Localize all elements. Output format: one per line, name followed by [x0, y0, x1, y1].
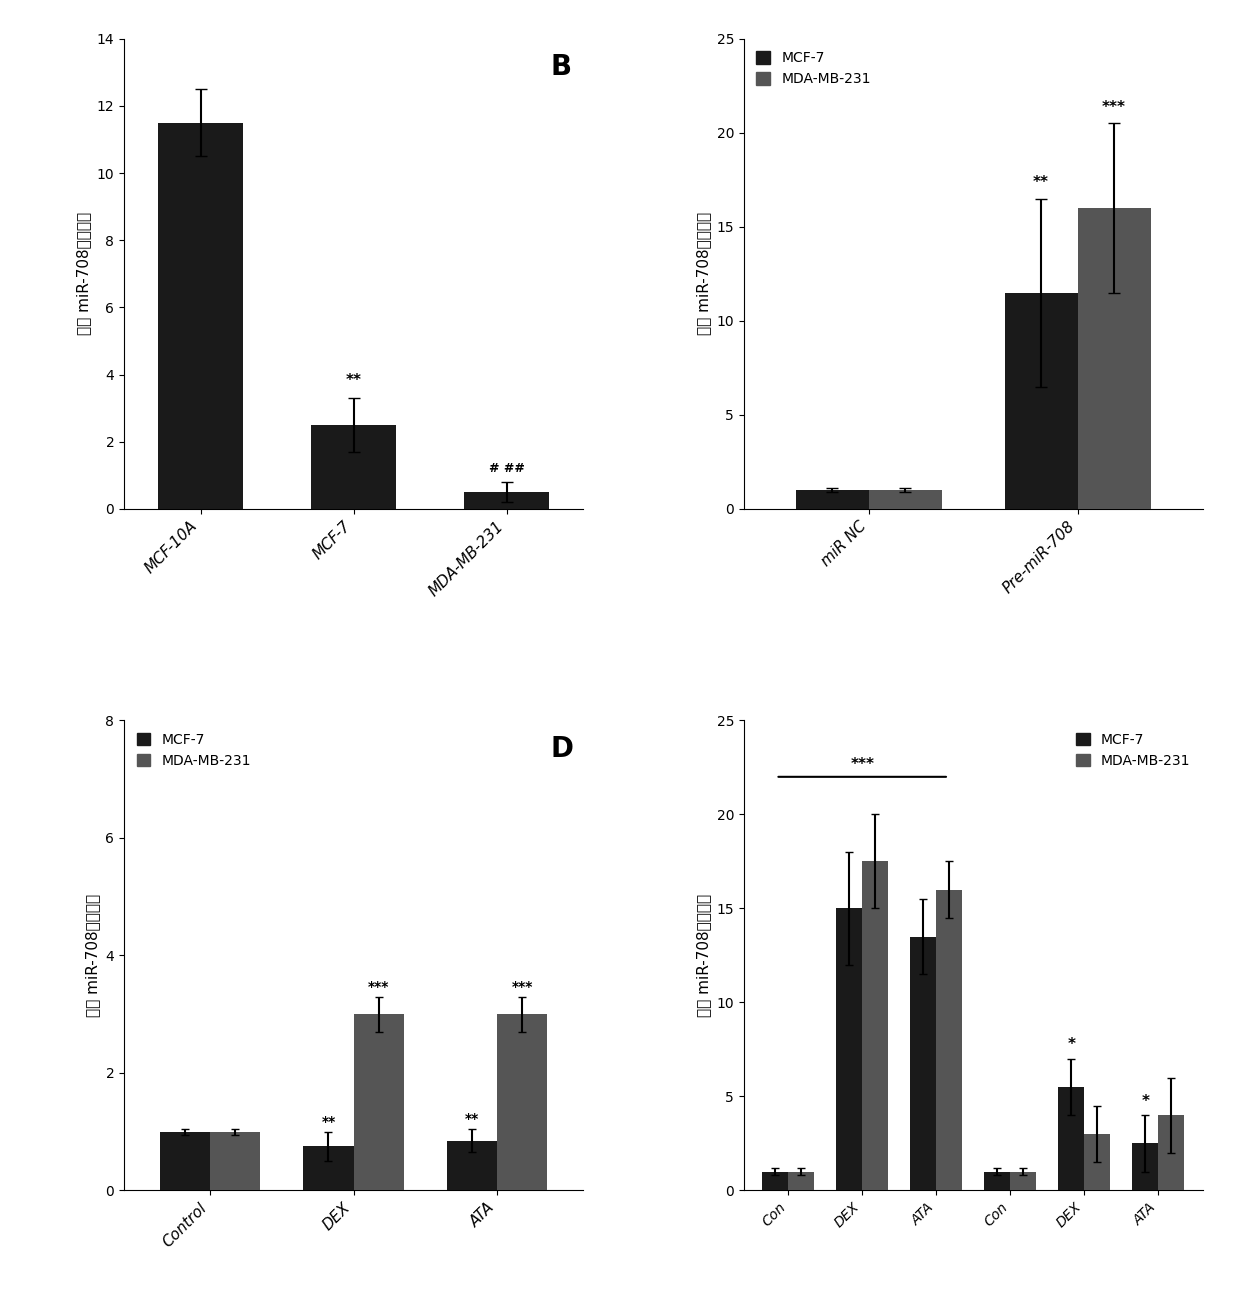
Bar	[862, 862, 888, 1190]
Legend: MCF-7, MDA-MB-231: MCF-7, MDA-MB-231	[1070, 727, 1195, 774]
Bar	[1158, 1115, 1184, 1190]
Bar	[910, 937, 936, 1190]
Bar	[160, 1132, 210, 1190]
Bar	[304, 1146, 353, 1190]
Text: **: **	[1033, 176, 1049, 190]
Bar	[1059, 1087, 1084, 1190]
Bar	[311, 424, 396, 509]
Y-axis label: 相对 miR-708（倍数）: 相对 miR-708（倍数）	[76, 212, 91, 335]
Bar	[1011, 1171, 1037, 1190]
Text: ***: ***	[511, 980, 533, 994]
Bar	[497, 1014, 547, 1190]
Legend: MCF-7, MDA-MB-231: MCF-7, MDA-MB-231	[750, 45, 877, 92]
Y-axis label: 相对 miR-708（倍数）: 相对 miR-708（倍数）	[696, 894, 711, 1017]
Bar	[446, 1140, 497, 1190]
Legend: MCF-7, MDA-MB-231: MCF-7, MDA-MB-231	[131, 727, 257, 774]
Text: # ##: # ##	[489, 462, 525, 475]
Text: **: **	[346, 373, 362, 388]
Bar	[936, 890, 962, 1190]
Bar	[210, 1132, 260, 1190]
Bar	[159, 123, 243, 509]
Text: **: **	[321, 1115, 336, 1128]
Text: D: D	[551, 735, 574, 762]
Bar	[763, 1171, 789, 1190]
Text: ***: ***	[851, 757, 874, 773]
Bar	[789, 1171, 815, 1190]
Bar	[1084, 1134, 1110, 1190]
Bar	[985, 1171, 1011, 1190]
Bar	[1078, 208, 1151, 509]
Bar	[1132, 1144, 1158, 1190]
Bar	[465, 492, 548, 509]
Bar	[1004, 292, 1078, 509]
Y-axis label: 相对 miR-708（倍数）: 相对 miR-708（倍数）	[84, 894, 100, 1017]
Text: B: B	[551, 53, 572, 82]
Y-axis label: 相对 miR-708（倍数）: 相对 miR-708（倍数）	[696, 212, 711, 335]
Text: *: *	[1141, 1093, 1149, 1109]
Text: ***: ***	[1102, 100, 1126, 115]
Bar	[869, 490, 942, 509]
Bar	[353, 1014, 404, 1190]
Text: *: *	[1068, 1038, 1075, 1052]
Text: ***: ***	[368, 980, 389, 994]
Bar	[796, 490, 869, 509]
Bar	[836, 908, 862, 1190]
Text: **: **	[465, 1112, 479, 1126]
